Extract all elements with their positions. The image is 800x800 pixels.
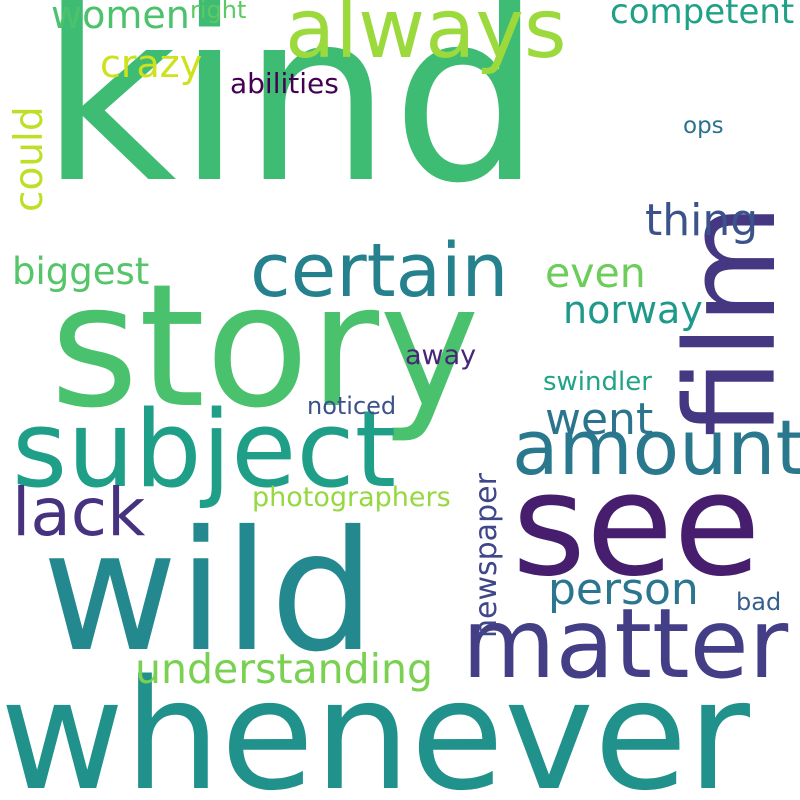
word-could: could — [7, 106, 52, 212]
word-newspaper: newspaper — [469, 473, 504, 638]
word-swindler: swindler — [543, 367, 652, 397]
word-norway: norway — [563, 288, 703, 332]
word-biggest: biggest — [12, 250, 150, 293]
word-always: always — [285, 0, 567, 77]
word-right: right — [190, 0, 247, 24]
word-ops: ops — [683, 113, 724, 139]
word-abilities: abilities — [230, 67, 339, 100]
word-crazy: crazy — [100, 42, 203, 86]
word-see: see — [512, 443, 761, 608]
word-lack: lack — [12, 474, 146, 551]
word-whenever: whenever — [0, 647, 750, 800]
word-wild: wild — [42, 496, 376, 689]
word-competent: competent — [610, 0, 795, 32]
word-matter: matter — [462, 588, 789, 700]
word-away: away — [405, 340, 477, 371]
word-thing: thing — [645, 195, 759, 246]
word-women: women — [51, 0, 190, 37]
word-photographers: photographers — [252, 482, 451, 513]
word-subject: subject — [12, 388, 397, 511]
word-noticed: noticed — [307, 392, 397, 420]
word-understanding: understanding — [135, 645, 434, 693]
word-certain: certain — [250, 228, 509, 314]
word-kind: kind — [40, 0, 542, 235]
word-went: went — [545, 394, 654, 445]
word-amount: amount — [512, 403, 800, 492]
word-even: even — [545, 249, 646, 297]
word-story: story — [50, 248, 480, 446]
word-bad: bad — [736, 588, 782, 616]
word-person: person — [548, 564, 699, 615]
